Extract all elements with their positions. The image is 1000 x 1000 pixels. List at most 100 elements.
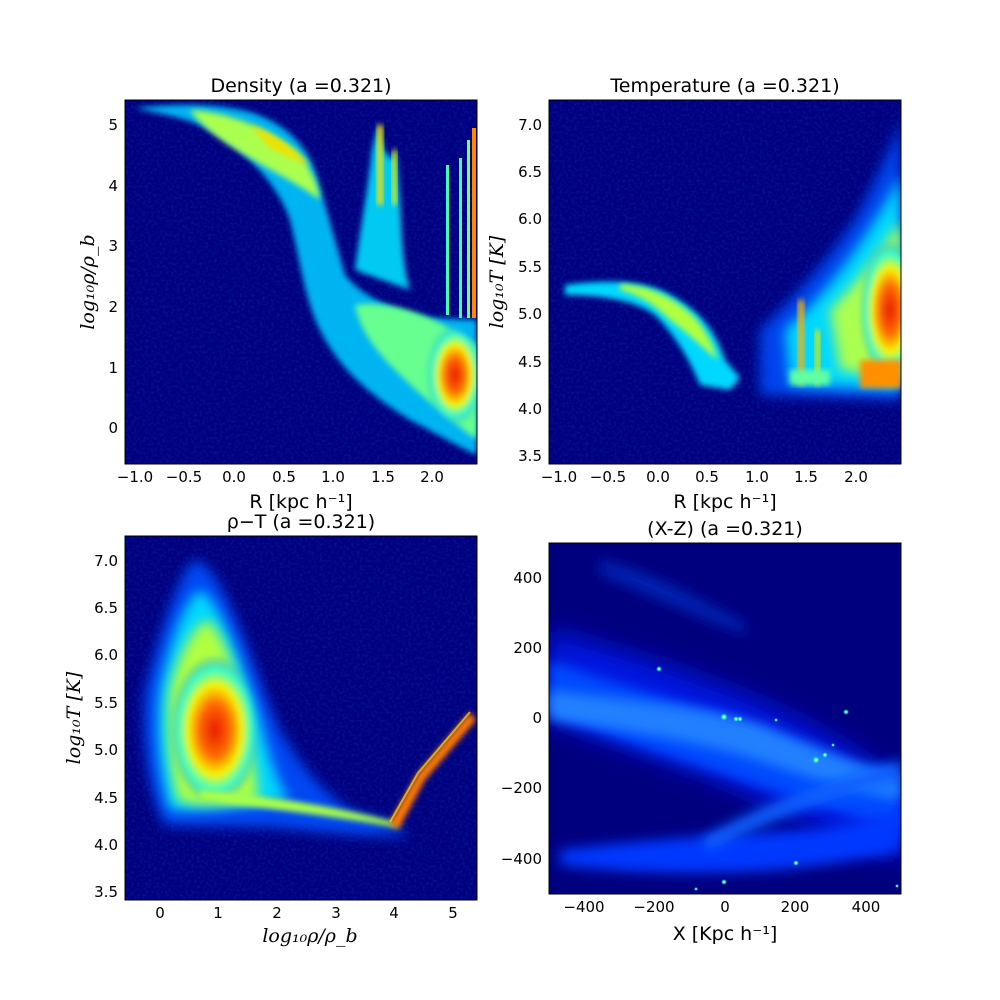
x-tick-label: 1.0 [321, 468, 345, 486]
xz-heatmap [549, 560, 901, 891]
x-tick-label: −0.5 [166, 468, 202, 486]
density-spike [377, 125, 383, 205]
rho-t-heatmap [125, 536, 477, 900]
x-tick-label: 5 [448, 904, 458, 922]
x-tick-label: 1.5 [794, 468, 818, 486]
y-tick-label: −400 [501, 850, 542, 868]
y-tick-label: 0 [108, 419, 118, 437]
y-tick-label: 400 [513, 569, 542, 587]
rho-t-x-ticks: 0 1 2 3 4 5 [155, 904, 458, 922]
y-tick-label: 200 [513, 639, 542, 657]
density-spike [472, 128, 476, 318]
x-tick-label: 400 [852, 898, 881, 916]
x-tick-label: −1.0 [117, 468, 153, 486]
rho-t-title: ρ−T (a =0.321) [227, 511, 375, 533]
x-tick-label: 0.0 [222, 468, 246, 486]
y-tick-label: 6.5 [518, 163, 542, 181]
y-tick-label: 5.5 [518, 258, 542, 276]
y-tick-label: 4.5 [94, 789, 118, 807]
rho-t-xlabel: log₁₀ρ/ρ_b [262, 925, 357, 947]
temperature-ylabel: log₁₀T [K] [486, 235, 508, 328]
y-tick-label: 0 [532, 709, 542, 727]
x-tick-label: 3 [331, 904, 341, 922]
y-tick-label: 3 [108, 237, 118, 255]
density-ylabel: log₁₀ρ/ρ_b [77, 234, 99, 329]
rho-t-panel: ρ−T (a =0.321) 0 1 2 3 4 5 3.5 4.0 4.5 [63, 511, 478, 947]
density-spike [392, 150, 397, 205]
temperature-axes-frame [548, 99, 902, 465]
temperature-arc [565, 281, 740, 390]
x-tick-label: 0.0 [646, 468, 670, 486]
y-tick-label: 7.0 [518, 116, 542, 134]
x-tick-label: 2.0 [844, 468, 868, 486]
density-xlabel: R [kpc h⁻¹] [249, 491, 352, 513]
xz-hotspot [843, 709, 849, 715]
y-tick-label: 2 [108, 298, 118, 316]
temperature-heatmap [549, 100, 901, 464]
y-tick-label: 4 [108, 177, 118, 195]
x-tick-label: −400 [563, 898, 604, 916]
y-tick-label: 5.0 [518, 305, 542, 323]
x-tick-label: 2.0 [420, 468, 444, 486]
rho-t-y-ticks: 3.5 4.0 4.5 5.0 5.5 6.0 6.5 7.0 [94, 552, 118, 901]
density-spike [446, 165, 449, 315]
xz-hotspot [720, 713, 728, 721]
density-heatmap [125, 100, 477, 464]
y-tick-label: 5.0 [94, 741, 118, 759]
y-tick-label: 3.5 [518, 447, 542, 465]
x-tick-label: 4 [389, 904, 399, 922]
x-tick-label: 0.5 [695, 468, 719, 486]
y-tick-label: 5 [108, 116, 118, 134]
xz-axes-frame [548, 542, 902, 895]
density-main-band [135, 104, 477, 455]
density-y-ticks: 0 1 2 3 4 5 [108, 116, 118, 437]
temperature-spike [798, 300, 804, 385]
xz-title: (X-Z) (a =0.321) [647, 518, 803, 540]
rho-t-ylabel: log₁₀T [K] [63, 671, 85, 764]
xz-hotspot [793, 860, 799, 866]
x-tick-label: −0.5 [590, 468, 626, 486]
density-panel: Density (a =0.321) −1.0 −0.5 0.0 0.5 [77, 75, 478, 513]
x-tick-label: 2 [272, 904, 282, 922]
x-tick-label: 1.5 [371, 468, 395, 486]
rho-t-tail [200, 790, 398, 828]
xz-xlabel: X [Kpc h⁻¹] [673, 923, 778, 945]
xz-hotspot [737, 716, 743, 722]
xz-hotspot [831, 743, 835, 747]
y-tick-label: 6.0 [94, 646, 118, 664]
xz-y-ticks: −400 −200 0 200 400 [501, 569, 542, 868]
y-tick-label: 5.5 [94, 694, 118, 712]
x-tick-label: 0 [155, 904, 165, 922]
rho-t-axes-frame [124, 535, 478, 901]
temperature-x-ticks: −1.0 −0.5 0.0 0.5 1.0 1.5 2.0 [541, 468, 868, 486]
x-tick-label: 1.0 [745, 468, 769, 486]
density-spike [467, 140, 470, 318]
xz-hotspot [774, 718, 778, 722]
x-tick-label: −200 [633, 898, 674, 916]
density-spike [459, 158, 462, 318]
y-tick-label: −200 [501, 779, 542, 797]
temperature-panel: Temperature (a =0.321) −1.0 −0.5 0.0 0.5… [486, 75, 902, 513]
xz-hotspot [895, 884, 899, 888]
y-tick-label: 1 [108, 359, 118, 377]
xz-panel: (X-Z) (a =0.321) −400 [501, 518, 902, 945]
y-tick-label: 4.0 [518, 400, 542, 418]
xz-hotspot [694, 887, 698, 891]
density-x-ticks: −1.0 −0.5 0.0 0.5 1.0 1.5 2.0 [117, 468, 444, 486]
x-tick-label: 0 [720, 898, 730, 916]
y-tick-label: 6.0 [518, 210, 542, 228]
temperature-y-ticks: 3.5 4.0 4.5 5.0 5.5 6.0 6.5 7.0 [518, 116, 542, 465]
xz-x-ticks: −400 −200 0 200 400 [563, 898, 880, 916]
density-axes-frame [124, 99, 478, 465]
x-tick-label: 0.5 [272, 468, 296, 486]
xz-hotspot [812, 756, 820, 764]
y-tick-label: 4.5 [518, 353, 542, 371]
xz-hotspot [822, 752, 828, 758]
temperature-spike [815, 330, 820, 385]
xz-hotspot [656, 666, 662, 672]
xz-hotspot [721, 879, 727, 885]
y-tick-label: 6.5 [94, 599, 118, 617]
x-tick-label: 1 [213, 904, 223, 922]
x-tick-label: −1.0 [541, 468, 577, 486]
